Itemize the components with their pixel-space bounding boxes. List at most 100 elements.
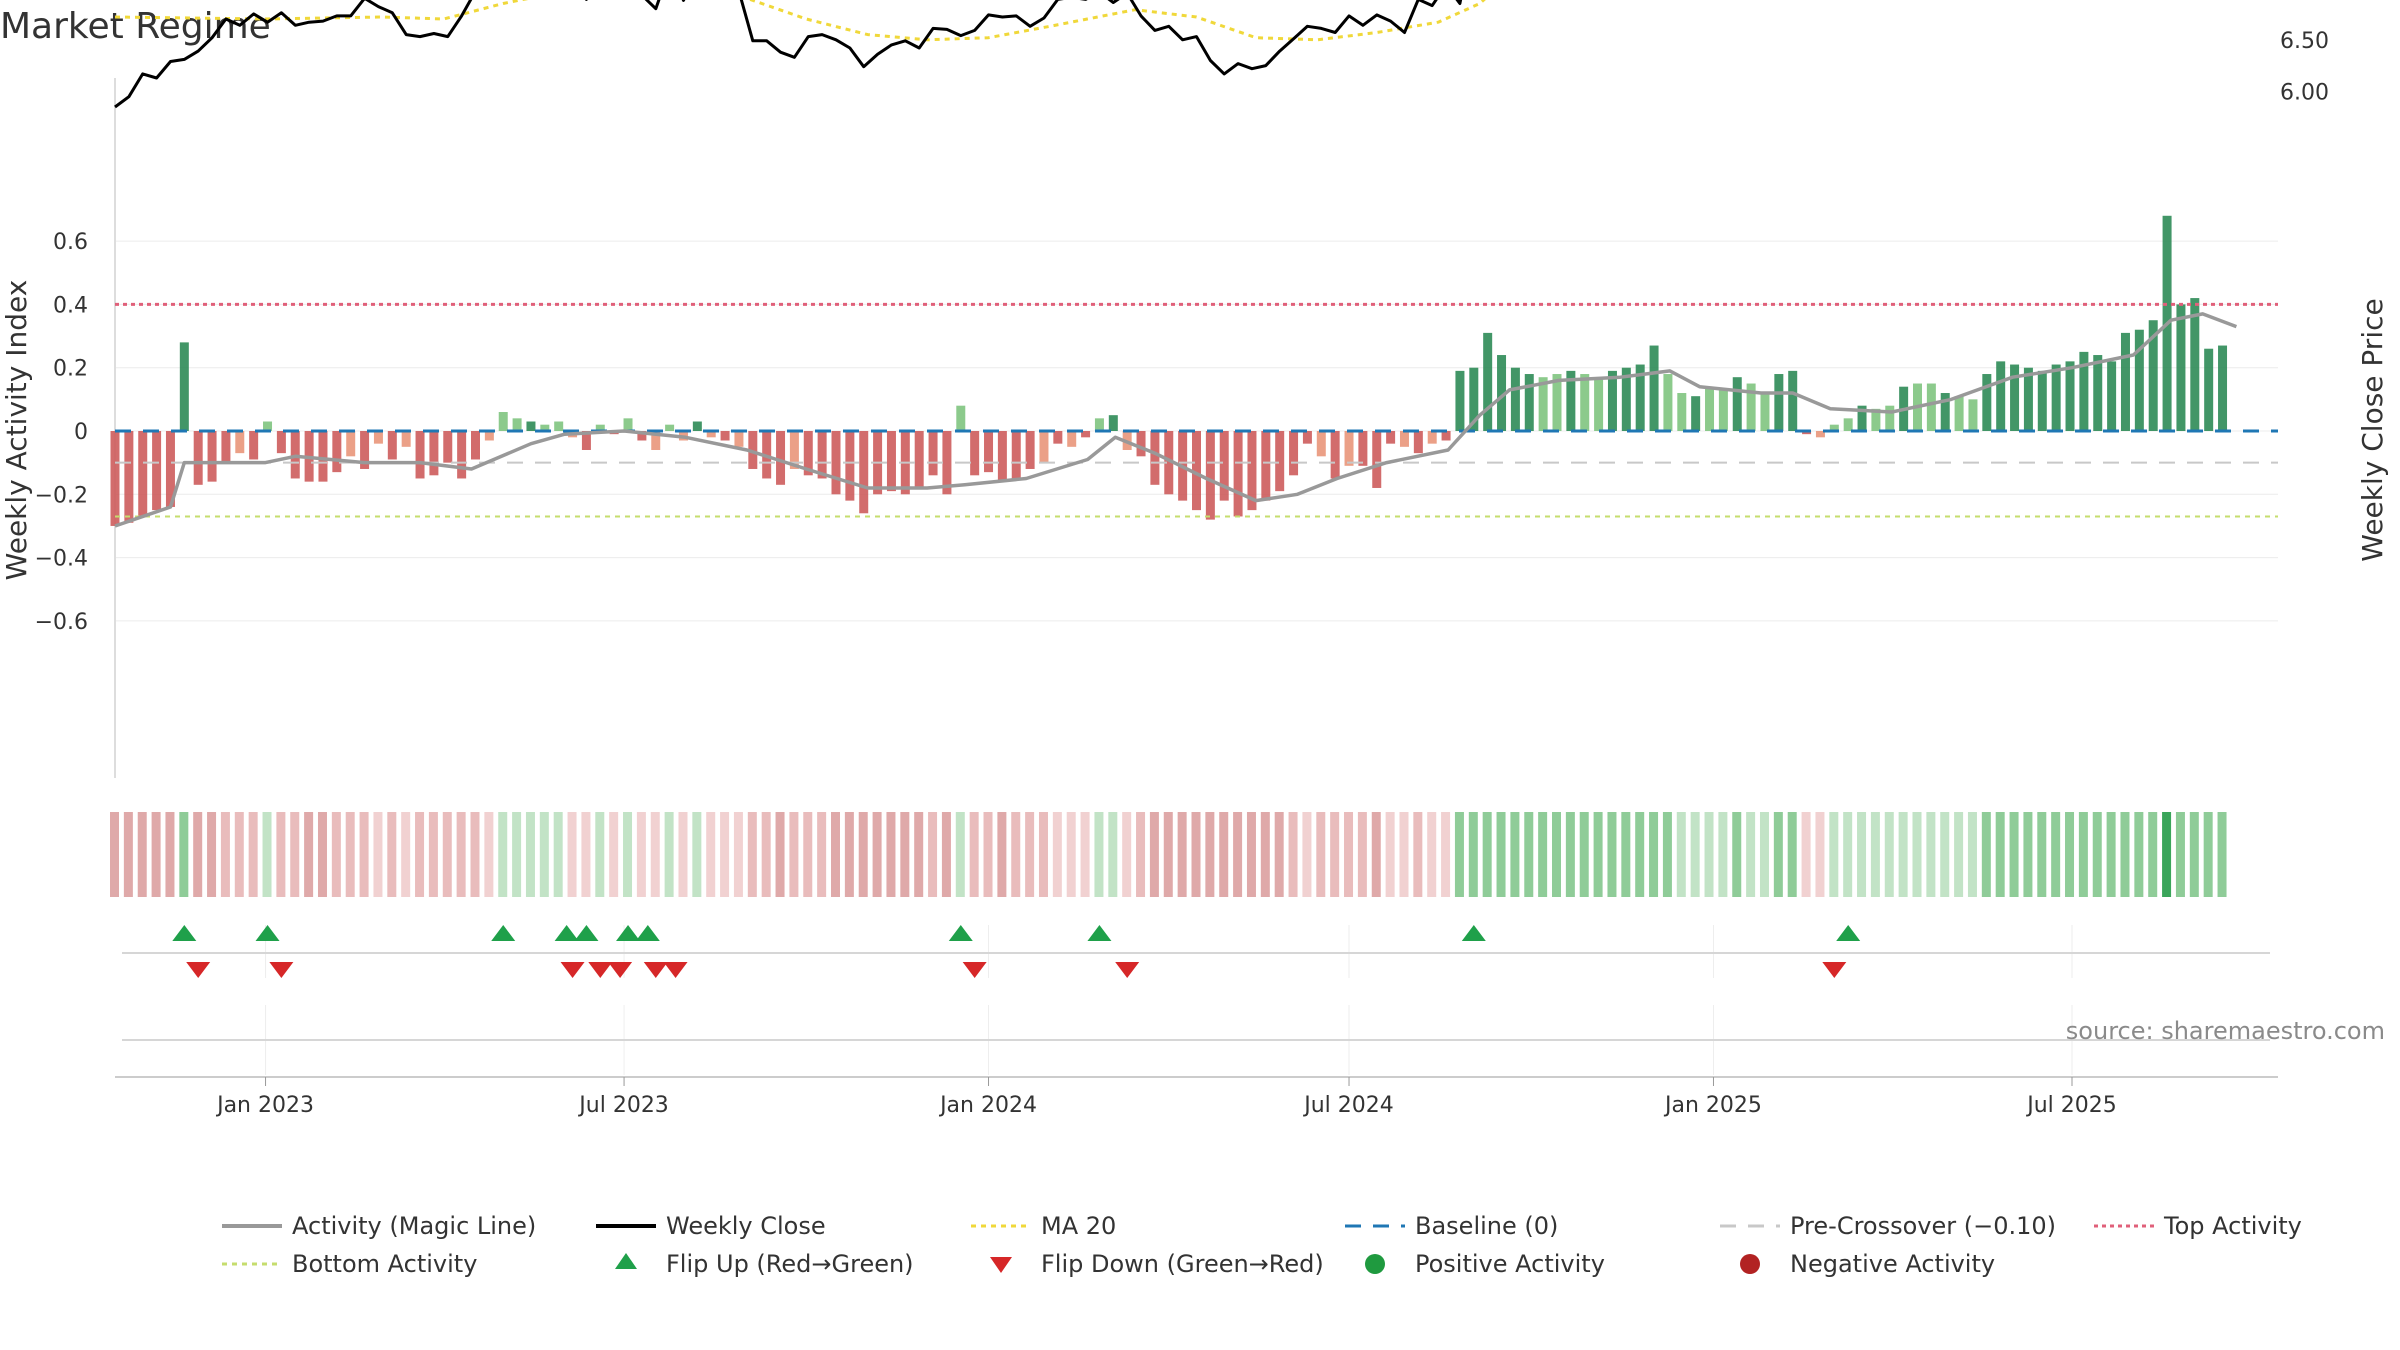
- regime-cell: [664, 812, 674, 897]
- activity-bar: [1094, 418, 1104, 431]
- regime-cell: [1025, 812, 1035, 897]
- regime-cell: [567, 812, 577, 897]
- regime-cell: [2065, 812, 2075, 897]
- activity-bar: [1968, 399, 1978, 431]
- regime-cell: [1246, 812, 1256, 897]
- activity-bar: [1538, 377, 1548, 431]
- flip-up-marker: [554, 925, 579, 941]
- legend-swatch-positive-activity: [1365, 1254, 1385, 1274]
- regime-cell: [858, 812, 868, 897]
- activity-bar: [2204, 348, 2214, 431]
- regime-cell: [1967, 812, 1977, 897]
- regime-cell: [1690, 812, 1700, 897]
- y-axis-right: 6.006.507.007.508.008.509.00: [2280, 0, 2329, 106]
- activity-bar: [1802, 431, 1812, 435]
- activity-bar: [1552, 374, 1562, 431]
- activity-bar: [415, 431, 425, 479]
- regime-cell: [1579, 812, 1589, 897]
- activity-bar: [221, 431, 231, 463]
- legend-label-weekly-close: Weekly Close: [666, 1212, 826, 1240]
- activity-bar: [1136, 431, 1146, 457]
- regime-cell: [595, 812, 605, 897]
- chart-title: Market Regime: [0, 6, 271, 47]
- y2-axis-title: Weekly Close Price: [2356, 298, 2389, 561]
- activity-bar: [1871, 408, 1881, 431]
- regime-cell: [1829, 812, 1839, 897]
- activity-bar: [1483, 332, 1493, 431]
- flip-up-marker: [491, 925, 516, 941]
- regime-cell: [1108, 812, 1118, 897]
- regime-cell: [2106, 812, 2116, 897]
- x-tick-label: Jul 2025: [2025, 1093, 2117, 1118]
- activity-bar: [540, 424, 550, 431]
- activity-bar: [276, 431, 286, 454]
- regime-cell: [1399, 812, 1409, 897]
- activity-bar: [443, 431, 453, 463]
- x-tick-label: Jan 2023: [215, 1093, 314, 1118]
- activity-bar: [720, 431, 730, 441]
- regime-cell: [969, 812, 979, 897]
- regime-cell: [1565, 812, 1575, 897]
- activity-bar: [623, 418, 633, 431]
- regime-cell: [1995, 812, 2005, 897]
- activity-bar: [1580, 374, 1590, 431]
- activity-bar: [803, 431, 813, 476]
- activity-bar: [1843, 418, 1853, 431]
- regime-cell: [983, 812, 993, 897]
- legend-label-negative-activity: Negative Activity: [1790, 1250, 1995, 1278]
- activity-bar: [1829, 424, 1839, 431]
- flip-up-marker: [948, 925, 973, 941]
- x-tick-label: Jan 2025: [1663, 1093, 1762, 1118]
- regime-cell: [1954, 812, 1964, 897]
- regime-cell: [1191, 812, 1201, 897]
- regime-cell: [733, 812, 743, 897]
- activity-bar: [1219, 431, 1229, 501]
- regime-cell: [2162, 812, 2172, 897]
- regime-cell: [1260, 812, 1270, 897]
- regime-cell: [1926, 812, 1936, 897]
- activity-bar: [1732, 377, 1742, 431]
- activity-bar: [1774, 374, 1784, 431]
- activity-bar: [263, 421, 273, 431]
- activity-bar: [1455, 370, 1465, 431]
- regime-cell: [2120, 812, 2130, 897]
- regime-cell: [1330, 812, 1340, 897]
- x-tick-label: Jan 2024: [938, 1093, 1037, 1118]
- regime-cell: [1843, 812, 1853, 897]
- activity-bar: [2065, 361, 2075, 431]
- regime-cell: [1288, 812, 1298, 897]
- y-tick-label: 0: [74, 420, 88, 445]
- activity-bar: [124, 431, 134, 523]
- activity-bar: [1386, 431, 1396, 444]
- activity-bar: [1233, 431, 1243, 517]
- flip-up-marker: [255, 925, 280, 941]
- x-axis: Jan 2023 Jul 2023 Jan 2024 Jul 2024 Jan 2025…: [215, 1077, 2117, 1118]
- activity-bar: [1316, 431, 1326, 457]
- regime-cell: [401, 812, 411, 897]
- regime-cell: [1274, 812, 1284, 897]
- y2-tick-label: 6.50: [2280, 29, 2329, 54]
- regime-cell: [110, 812, 119, 897]
- flip-up-marker: [1461, 925, 1486, 941]
- flip-up-marker: [616, 925, 641, 941]
- activity-bars: [110, 215, 2228, 526]
- activity-bar: [1663, 374, 1673, 431]
- weekly-close-line: [114, 0, 1463, 109]
- activity-bar: [1926, 383, 1936, 431]
- activity-bar: [1205, 431, 1215, 520]
- grid-layer: [114, 78, 2278, 778]
- regime-cell: [1662, 812, 1672, 897]
- activity-bar: [193, 431, 203, 485]
- activity-bar: [942, 431, 952, 495]
- regime-cell: [1011, 812, 1021, 897]
- regime-cell: [2037, 812, 2047, 897]
- flip-down-marker: [962, 962, 987, 978]
- regime-cell: [512, 812, 522, 897]
- regime-cell: [165, 812, 175, 897]
- source-label: source: sharemaestro.com: [2066, 1017, 2385, 1045]
- activity-bar: [165, 431, 175, 507]
- y2-tick-label: 6.00: [2280, 81, 2329, 106]
- regime-cell: [2092, 812, 2102, 897]
- regime-cell: [262, 812, 272, 897]
- flip-up-marker: [172, 925, 197, 941]
